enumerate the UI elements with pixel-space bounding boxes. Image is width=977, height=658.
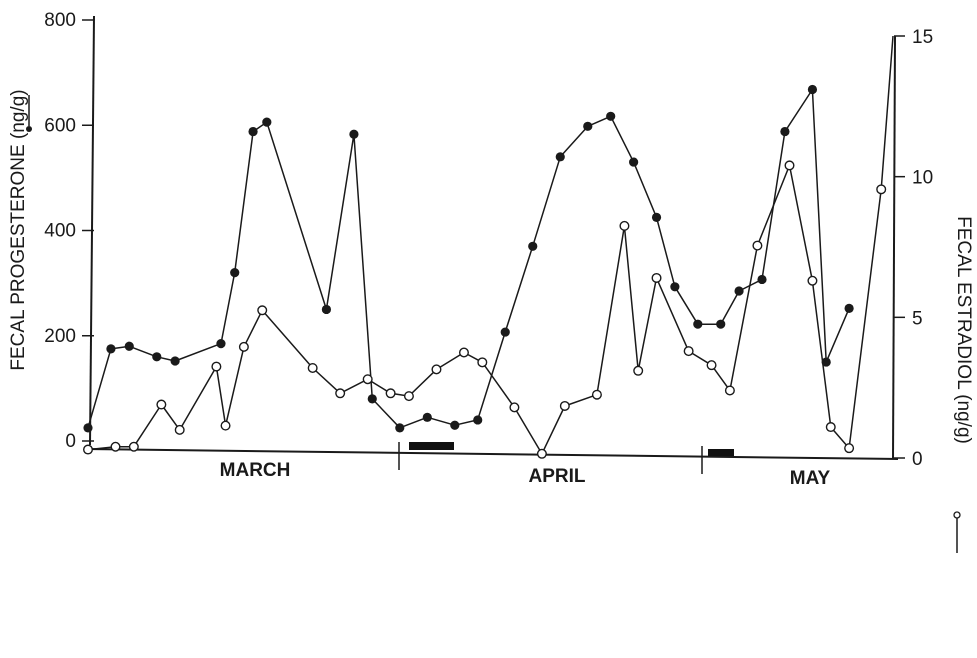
- right-tick-label: 10: [912, 168, 933, 189]
- series-0-point: [670, 282, 680, 292]
- series-1-point: [257, 305, 268, 316]
- series-0-point: [734, 286, 744, 296]
- series-1-point: [385, 388, 396, 399]
- series-1-point: [683, 346, 694, 357]
- series-1-point: [633, 365, 644, 376]
- series-1-point: [238, 341, 249, 352]
- series-0-point: [230, 268, 240, 278]
- left-tick-label: 0: [65, 431, 76, 452]
- left-tick-label: 400: [44, 221, 76, 242]
- month-label-march: MARCH: [220, 460, 291, 481]
- series-0-point: [83, 423, 93, 433]
- series-0-point: [321, 304, 332, 315]
- annotation-bar-may: [708, 449, 734, 456]
- series-0-point: [757, 274, 767, 285]
- left-legend-marker: [26, 95, 32, 132]
- right-ticks: 0 5 10 15: [894, 27, 933, 470]
- series-0-point: [583, 121, 593, 131]
- series-line-1: [87, 35, 894, 455]
- month-label-may: MAY: [790, 468, 831, 489]
- y-axis-title-left: FECAL PROGESTERONE (ng/g): [8, 89, 29, 370]
- series-1-point: [362, 374, 373, 385]
- series-1-point: [458, 347, 469, 358]
- x-axis: MARCH APRIL MAY: [83, 442, 899, 489]
- series-1-point: [220, 420, 231, 431]
- series-0-point: [216, 339, 226, 349]
- series-1-point: [509, 402, 520, 413]
- series-0-point: [106, 344, 116, 354]
- left-legend-marker-dot: [26, 126, 32, 132]
- series-1-point: [110, 441, 121, 452]
- series-1-point: [876, 184, 887, 195]
- series-0-point: [473, 415, 483, 425]
- series-0-point: [844, 303, 854, 313]
- series-1-point: [752, 240, 763, 251]
- series-line-0: [87, 88, 850, 429]
- y-axis-title-right: FECAL ESTRADIOL (ng/g): [953, 216, 974, 444]
- series-1-point: [335, 388, 346, 399]
- series-1-point: [403, 391, 414, 402]
- series-0-point: [821, 357, 831, 367]
- series-1-point: [844, 443, 855, 454]
- series-1-point: [706, 360, 717, 371]
- series-0-point: [248, 126, 258, 137]
- series-1-point: [784, 160, 795, 171]
- annotation-bar-april: [409, 442, 454, 450]
- left-tick-label: 600: [44, 115, 76, 136]
- left-tick-label: 800: [44, 10, 76, 31]
- series-0-point: [500, 327, 510, 337]
- series-0-point: [152, 352, 162, 362]
- series-0-point: [395, 423, 405, 433]
- series-0-point: [807, 84, 818, 95]
- left-ticks: 0 200 400 600 800: [44, 10, 94, 452]
- series-0-point: [262, 117, 272, 127]
- right-legend-marker: [953, 511, 961, 553]
- series-0-point: [422, 412, 432, 422]
- series-0-point: [367, 394, 377, 404]
- left-tick-label: 200: [44, 326, 76, 347]
- series-points: [82, 84, 887, 459]
- series-0-point: [716, 319, 726, 329]
- series-0-point: [780, 126, 790, 137]
- series-1-point: [724, 385, 735, 396]
- series-0-point: [450, 420, 460, 430]
- x-axis-line: [83, 448, 899, 460]
- series-0-point: [693, 319, 703, 329]
- series-1-point: [591, 389, 602, 400]
- month-label-april: APRIL: [529, 466, 586, 487]
- series-1-point: [156, 399, 167, 410]
- right-tick-label: 5: [912, 308, 923, 329]
- series-0-point: [170, 356, 180, 366]
- annotation-bars: [409, 442, 734, 456]
- series-0-point: [124, 341, 134, 351]
- series-1-point: [477, 357, 488, 368]
- series-1-point: [431, 364, 442, 375]
- series-1-point: [174, 424, 185, 435]
- series-0-point: [651, 212, 662, 222]
- series-1-point: [651, 272, 662, 283]
- series-1-point: [559, 400, 570, 411]
- right-tick-label: 0: [912, 449, 923, 470]
- series-1-point: [807, 275, 818, 286]
- series-1-point: [619, 220, 630, 231]
- series-0-point: [606, 111, 616, 121]
- right-tick-label: 15: [912, 27, 933, 48]
- series-0-point: [555, 152, 565, 162]
- right-axis: [892, 35, 896, 460]
- series-1-point: [307, 362, 318, 373]
- series-1-point: [82, 444, 93, 455]
- series-0-point: [349, 129, 359, 139]
- series-1-point: [128, 441, 139, 452]
- series-0-point: [629, 157, 639, 167]
- right-legend-marker-dot: [953, 511, 961, 519]
- right-axis-line: [892, 35, 896, 460]
- series-1-point: [536, 448, 547, 459]
- series-1-point: [825, 422, 836, 433]
- series-1-point: [211, 361, 222, 372]
- series-0-point: [528, 241, 538, 251]
- series-lines: [87, 35, 894, 455]
